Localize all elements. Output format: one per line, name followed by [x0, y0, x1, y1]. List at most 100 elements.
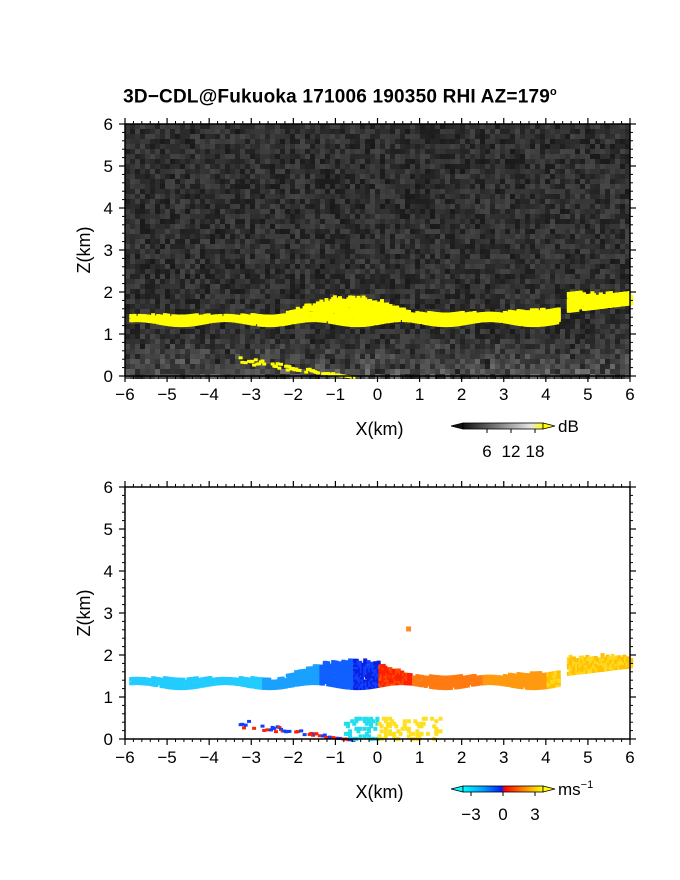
- noise-cell: [390, 164, 395, 169]
- noise-cell: [375, 344, 380, 349]
- noise-cell: [615, 289, 620, 294]
- noise-cell: [570, 219, 575, 224]
- noise-cell: [500, 359, 505, 364]
- noise-cell: [165, 254, 170, 259]
- noise-cell: [185, 254, 190, 259]
- noise-cell: [275, 204, 280, 209]
- noise-cell: [280, 259, 285, 264]
- noise-cell: [175, 284, 180, 289]
- noise-cell: [345, 219, 350, 224]
- noise-cell: [520, 254, 525, 259]
- noise-cell: [615, 134, 620, 139]
- noise-cell: [260, 134, 265, 139]
- noise-cell: [550, 164, 555, 169]
- noise-cell: [440, 344, 445, 349]
- noise-cell: [490, 359, 495, 364]
- noise-cell: [430, 239, 435, 244]
- noise-cell: [125, 259, 130, 264]
- noise-cell: [440, 239, 445, 244]
- noise-cell: [540, 304, 545, 309]
- noise-cell: [550, 239, 555, 244]
- noise-cell: [235, 124, 240, 129]
- noise-cell: [475, 189, 480, 194]
- noise-cell: [545, 339, 550, 344]
- noise-cell: [310, 124, 315, 129]
- noise-cell: [125, 334, 130, 339]
- noise-cell: [345, 334, 350, 339]
- noise-cell: [270, 229, 275, 234]
- noise-cell: [570, 239, 575, 244]
- noise-cell: [550, 139, 555, 144]
- noise-cell: [145, 219, 150, 224]
- noise-cell: [305, 249, 310, 254]
- noise-cell: [195, 349, 200, 354]
- noise-cell: [255, 289, 260, 294]
- noise-cell: [400, 324, 405, 329]
- noise-cell: [600, 339, 605, 344]
- noise-cell: [155, 354, 160, 359]
- noise-cell: [400, 184, 405, 189]
- noise-cell: [330, 204, 335, 209]
- noise-cell: [565, 244, 570, 249]
- noise-cell: [410, 274, 415, 279]
- noise-cell: [540, 284, 545, 289]
- noise-cell: [405, 294, 410, 299]
- noise-cell: [380, 234, 385, 239]
- noise-cell: [525, 269, 530, 274]
- noise-cell: [535, 334, 540, 339]
- noise-cell: [475, 169, 480, 174]
- noise-cell: [525, 124, 530, 129]
- noise-cell: [510, 264, 515, 269]
- noise-cell: [610, 284, 615, 289]
- noise-cell: [400, 194, 405, 199]
- noise-cell: [170, 274, 175, 279]
- noise-cell: [345, 214, 350, 219]
- noise-cell: [480, 239, 485, 244]
- noise-cell: [455, 149, 460, 154]
- noise-cell: [190, 274, 195, 279]
- noise-cell: [180, 224, 185, 229]
- noise-cell: [580, 189, 585, 194]
- noise-cell: [610, 324, 615, 329]
- noise-cell: [170, 219, 175, 224]
- noise-cell: [290, 354, 295, 359]
- noise-cell: [195, 229, 200, 234]
- noise-cell: [560, 264, 565, 269]
- noise-cell: [625, 264, 630, 269]
- noise-cell: [235, 259, 240, 264]
- noise-cell: [575, 184, 580, 189]
- noise-cell: [300, 324, 305, 329]
- noise-cell: [170, 329, 175, 334]
- noise-cell: [450, 364, 455, 369]
- noise-cell: [220, 264, 225, 269]
- noise-cell: [600, 364, 605, 369]
- noise-cell: [525, 274, 530, 279]
- noise-cell: [330, 359, 335, 364]
- noise-cell: [455, 359, 460, 364]
- noise-cell: [295, 149, 300, 154]
- noise-cell: [545, 259, 550, 264]
- noise-cell: [520, 199, 525, 204]
- noise-cell: [275, 199, 280, 204]
- noise-cell: [420, 129, 425, 134]
- noise-cell: [210, 249, 215, 254]
- noise-cell: [445, 354, 450, 359]
- noise-cell: [170, 264, 175, 269]
- noise-cell: [225, 289, 230, 294]
- noise-cell: [180, 304, 185, 309]
- noise-cell: [575, 204, 580, 209]
- noise-cell: [600, 214, 605, 219]
- noise-cell: [330, 149, 335, 154]
- noise-cell: [600, 284, 605, 289]
- noise-cell: [460, 339, 465, 344]
- noise-cell: [140, 279, 145, 284]
- noise-cell: [185, 294, 190, 299]
- noise-cell: [605, 239, 610, 244]
- noise-cell: [435, 219, 440, 224]
- noise-cell: [210, 164, 215, 169]
- noise-cell: [145, 269, 150, 274]
- noise-cell: [625, 309, 630, 314]
- noise-cell: [585, 279, 590, 284]
- noise-cell: [425, 274, 430, 279]
- noise-cell: [595, 199, 600, 204]
